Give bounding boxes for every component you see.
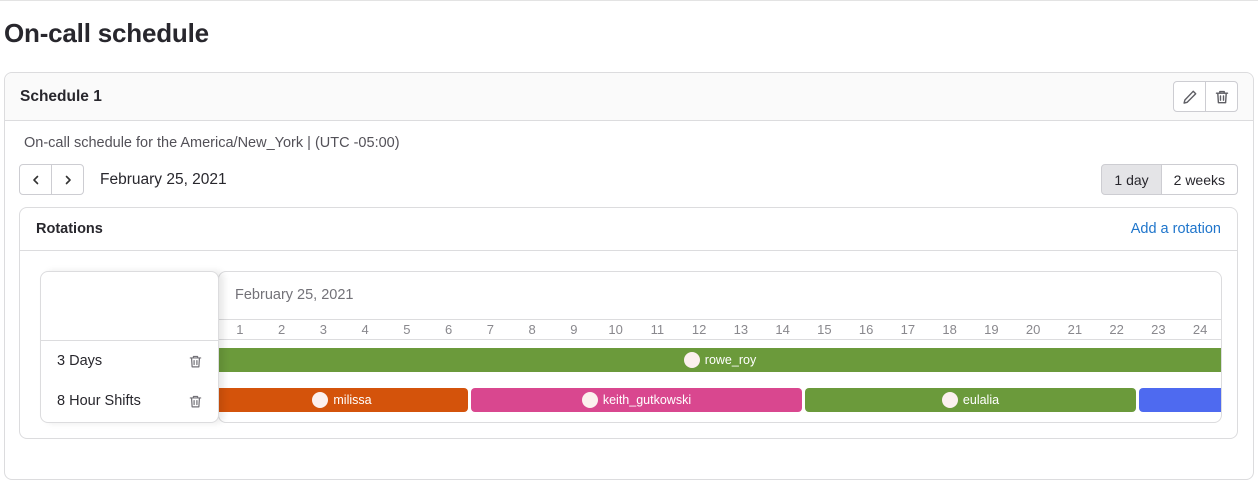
shift-bar[interactable] — [1138, 388, 1221, 412]
chevron-left-icon — [30, 174, 42, 186]
hour-tick: 17 — [900, 322, 916, 337]
hour-tick: 20 — [1025, 322, 1041, 337]
timeline-row: rowe_roy — [219, 340, 1221, 380]
previous-day-button[interactable] — [19, 164, 52, 195]
add-rotation-link[interactable]: Add a rotation — [1130, 221, 1221, 237]
page-title: On-call schedule — [4, 18, 209, 48]
rotation-list-header — [41, 272, 218, 341]
hour-tick: 16 — [858, 322, 874, 337]
hour-tick: 15 — [817, 322, 832, 337]
schedule-card-body: On-call schedule for the America/New_Yor… — [5, 121, 1253, 479]
trash-icon — [188, 354, 203, 369]
hour-tick: 18 — [942, 322, 957, 337]
rotation-name: 8 Hour Shifts — [57, 393, 141, 409]
on-call-schedule-page: On-call schedule Schedule 1 — [0, 18, 1258, 480]
view-toggle-1-day[interactable]: 1 day — [1101, 164, 1162, 195]
hour-tick: 8 — [528, 322, 536, 337]
hour-tick: 10 — [608, 322, 623, 337]
view-toggle: 1 day 2 weeks — [1101, 164, 1238, 195]
hour-tick: 4 — [361, 322, 369, 337]
rotation-list-rows: 3 Days 8 Hour Shifts — [41, 341, 218, 421]
user-avatar — [683, 352, 700, 368]
shift-user-name: keith_gutkowski — [602, 393, 692, 407]
rotations-section: Rotations Add a rotation February 25, 20… — [19, 207, 1238, 439]
hour-tick: 13 — [733, 322, 749, 337]
current-date-label: February 25, 2021 — [100, 170, 227, 188]
hour-tick: 6 — [445, 322, 453, 337]
hour-tick: 14 — [775, 322, 790, 337]
rotations-body: February 25, 2021 1 2 3 4 5 6 7 8 9 10 11 12 13 14 15 1… — [20, 251, 1237, 438]
rotation-list-item: 8 Hour Shifts — [41, 381, 218, 421]
delete-rotation-button[interactable] — [186, 392, 205, 411]
hour-tick: 19 — [984, 322, 999, 337]
delete-rotation-button[interactable] — [186, 352, 205, 371]
schedule-card: Schedule 1 — [4, 72, 1254, 480]
rotations-header: Rotations Add a rotation — [20, 208, 1237, 251]
user-avatar — [941, 392, 958, 408]
hour-tick: 12 — [691, 322, 707, 337]
user-avatar — [312, 392, 329, 408]
rotations-heading: Rotations — [36, 221, 103, 237]
hour-tick: 21 — [1067, 322, 1083, 337]
next-day-button[interactable] — [51, 164, 84, 195]
trash-icon — [188, 394, 203, 409]
hour-tick: 23 — [1151, 322, 1166, 337]
timeline-hours: 1 2 3 4 5 6 7 8 9 10 11 12 13 14 15 16 17 18 19 20 21 22 23 24 — [219, 320, 1221, 340]
rotation-name: 3 Days — [57, 353, 103, 369]
date-navigation-row: February 25, 2021 1 day 2 weeks — [19, 164, 1238, 195]
schedule-grid: February 25, 2021 1 2 3 4 5 6 7 8 9 10 11 12 13 14 15 1… — [40, 271, 1222, 423]
schedule-actions — [1173, 81, 1238, 112]
shift-bar[interactable]: milissa — [219, 388, 468, 412]
hour-tick: 11 — [650, 322, 665, 337]
hour-tick: 1 — [236, 322, 244, 337]
shift-user-name: rowe_roy — [704, 353, 757, 367]
rotation-list-item: 3 Days — [41, 341, 218, 381]
shift-bar[interactable]: keith_gutkowski — [471, 388, 802, 412]
timeline-row: milissa keith_gutkowski eulalia — [219, 380, 1221, 420]
view-toggle-2-weeks[interactable]: 2 weeks — [1160, 164, 1238, 195]
hour-tick: 24 — [1192, 322, 1208, 337]
user-avatar — [581, 392, 598, 408]
timezone-subtitle: On-call schedule for the America/New_Yor… — [24, 135, 400, 151]
hour-tick: 22 — [1109, 322, 1124, 337]
hour-tick: 5 — [403, 322, 411, 337]
date-nav-buttons — [19, 164, 84, 195]
hour-tick: 9 — [570, 322, 578, 337]
shift-bar[interactable]: rowe_roy — [219, 348, 1221, 372]
timeline-date-header: February 25, 2021 — [219, 272, 1221, 320]
shift-user-name: eulalia — [962, 393, 1000, 407]
hour-tick: 7 — [486, 322, 494, 337]
shift-user-name: milissa — [333, 393, 372, 407]
schedule-name: Schedule 1 — [20, 87, 102, 105]
schedule-card-header: Schedule 1 — [5, 73, 1253, 121]
trash-icon — [1214, 89, 1230, 105]
delete-schedule-button[interactable] — [1205, 81, 1238, 112]
chevron-right-icon — [62, 174, 74, 186]
timeline-panel: February 25, 2021 1 2 3 4 5 6 7 8 9 10 11 12 13 14 15 1… — [218, 271, 1222, 423]
pencil-icon — [1182, 89, 1198, 105]
hour-tick: 2 — [278, 322, 286, 337]
rotation-list-column: 3 Days 8 Hour Shifts — [40, 271, 219, 423]
shift-bar[interactable]: eulalia — [805, 388, 1136, 412]
edit-schedule-button[interactable] — [1173, 81, 1206, 112]
hour-tick: 3 — [319, 322, 327, 337]
